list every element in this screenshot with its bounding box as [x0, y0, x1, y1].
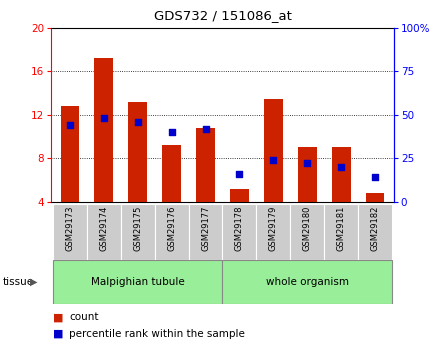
Bar	[87, 204, 121, 260]
Text: ■: ■	[53, 312, 64, 322]
Bar	[94, 58, 113, 202]
Bar	[53, 260, 222, 304]
Bar	[332, 147, 351, 202]
Text: GDS732 / 151086_at: GDS732 / 151086_at	[154, 9, 291, 22]
Bar	[155, 204, 189, 260]
Text: count: count	[69, 312, 98, 322]
Point	[304, 161, 311, 166]
Bar	[324, 204, 358, 260]
Bar	[121, 204, 155, 260]
Point	[134, 119, 141, 125]
Text: GSM29173: GSM29173	[65, 205, 74, 251]
Point	[202, 126, 209, 131]
Bar	[162, 145, 181, 202]
Bar	[222, 204, 256, 260]
Bar	[264, 99, 283, 202]
Bar	[189, 204, 222, 260]
Point	[270, 157, 277, 163]
Point	[100, 116, 107, 121]
Bar	[61, 106, 79, 202]
Bar	[298, 147, 317, 202]
Bar	[196, 128, 215, 202]
Point	[66, 122, 73, 128]
Bar	[256, 204, 290, 260]
Point	[338, 164, 345, 170]
Point	[372, 175, 379, 180]
Text: GSM29176: GSM29176	[167, 205, 176, 251]
Text: GSM29179: GSM29179	[269, 205, 278, 250]
Bar	[230, 189, 249, 202]
Point	[168, 129, 175, 135]
Text: GSM29181: GSM29181	[337, 205, 346, 250]
Text: whole organism: whole organism	[266, 277, 349, 287]
Text: percentile rank within the sample: percentile rank within the sample	[69, 329, 245, 339]
Text: GSM29178: GSM29178	[235, 205, 244, 251]
Point	[236, 171, 243, 177]
Text: GSM29177: GSM29177	[201, 205, 210, 251]
Text: GSM29174: GSM29174	[99, 205, 108, 250]
Bar	[366, 193, 384, 202]
Bar	[53, 204, 87, 260]
Bar	[358, 204, 392, 260]
Text: ▶: ▶	[30, 277, 37, 287]
Text: ■: ■	[53, 329, 64, 339]
Bar	[290, 204, 324, 260]
Text: GSM29180: GSM29180	[303, 205, 312, 250]
Text: GSM29175: GSM29175	[133, 205, 142, 250]
Text: GSM29182: GSM29182	[371, 205, 380, 250]
Text: tissue: tissue	[2, 277, 33, 287]
Text: Malpighian tubule: Malpighian tubule	[91, 277, 185, 287]
Bar	[128, 102, 147, 202]
Bar	[222, 260, 392, 304]
